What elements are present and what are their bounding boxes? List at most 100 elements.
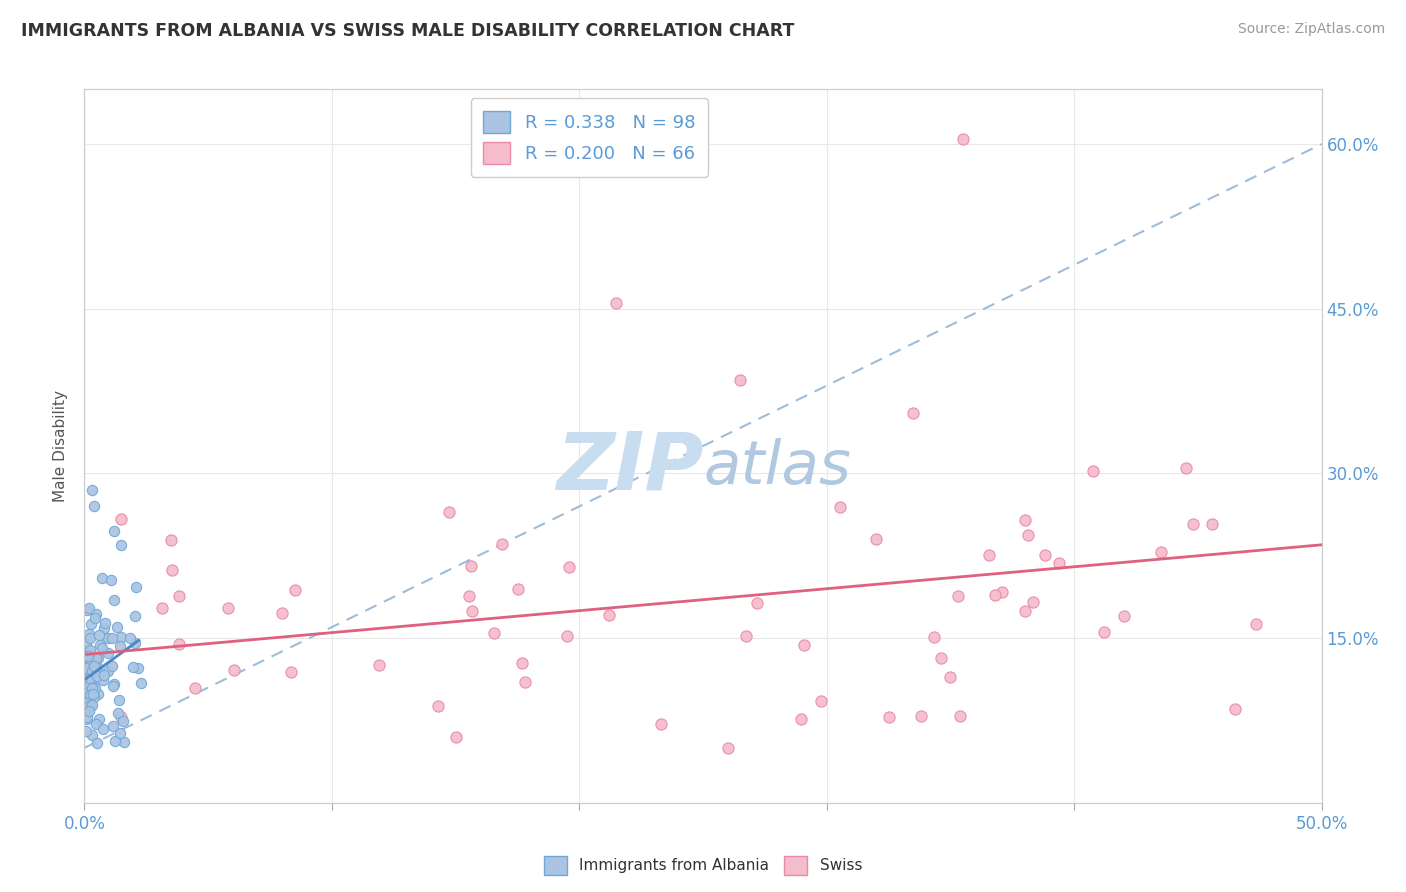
Text: IMMIGRANTS FROM ALBANIA VS SWISS MALE DISABILITY CORRELATION CHART: IMMIGRANTS FROM ALBANIA VS SWISS MALE DI…	[21, 22, 794, 40]
Point	[79, 661, 101, 675]
Legend: Immigrants from Albania, Swiss: Immigrants from Albania, Swiss	[538, 850, 868, 880]
Point	[160, 563, 183, 577]
Point	[111, 714, 134, 728]
Point	[75, 724, 97, 739]
Point	[101, 719, 124, 733]
Point	[650, 716, 672, 731]
Point	[167, 636, 190, 650]
Point	[84, 716, 107, 731]
Point	[86, 660, 108, 674]
Point	[1112, 609, 1135, 624]
Point	[107, 706, 129, 720]
Point	[76, 685, 98, 699]
Point	[79, 631, 101, 645]
Point	[79, 671, 101, 685]
Point	[1022, 595, 1045, 609]
Point	[76, 603, 98, 617]
Point	[100, 574, 122, 588]
Point	[280, 665, 302, 679]
Point	[103, 677, 125, 691]
Point	[491, 537, 513, 551]
Point	[1033, 548, 1056, 562]
Point	[108, 639, 131, 653]
Point	[75, 650, 97, 665]
Point	[82, 687, 104, 701]
Point	[75, 691, 97, 706]
Point	[460, 558, 482, 573]
Point	[903, 406, 925, 420]
Point	[77, 600, 100, 615]
Point	[1014, 513, 1036, 527]
Point	[745, 595, 768, 609]
Point	[93, 667, 115, 681]
Point	[558, 560, 581, 574]
Point	[108, 726, 131, 740]
Point	[124, 608, 146, 623]
Point	[482, 626, 505, 640]
Point	[83, 500, 105, 514]
Point	[461, 604, 484, 618]
Point	[82, 652, 104, 666]
Point	[75, 661, 97, 675]
Point	[101, 679, 124, 693]
Point	[89, 627, 111, 641]
Point	[87, 712, 110, 726]
Point	[1014, 604, 1036, 618]
Point	[977, 548, 1000, 562]
Point	[122, 659, 145, 673]
Point	[991, 584, 1014, 599]
Point	[717, 740, 740, 755]
Point	[184, 681, 207, 695]
Point	[91, 722, 114, 736]
Point	[444, 730, 467, 744]
Point	[80, 698, 103, 713]
Point	[75, 636, 97, 650]
Point	[457, 589, 479, 603]
Point	[76, 710, 98, 724]
Point	[77, 647, 100, 661]
Point	[87, 651, 110, 665]
Point	[1223, 702, 1246, 716]
Point	[1150, 545, 1173, 559]
Point	[83, 690, 105, 704]
Point	[728, 373, 751, 387]
Point	[84, 611, 107, 625]
Point	[93, 621, 115, 635]
Point	[1092, 625, 1115, 640]
Point	[75, 697, 97, 711]
Point	[77, 627, 100, 641]
Point	[929, 651, 952, 665]
Point	[80, 681, 103, 695]
Point	[735, 629, 758, 643]
Point	[810, 694, 832, 708]
Point	[87, 687, 110, 701]
Text: Source: ZipAtlas.com: Source: ZipAtlas.com	[1237, 22, 1385, 37]
Point	[1246, 616, 1268, 631]
Point	[1047, 556, 1070, 570]
Point	[94, 615, 117, 630]
Point	[949, 709, 972, 723]
Point	[110, 538, 132, 552]
Point	[82, 665, 104, 680]
Point	[79, 643, 101, 657]
Point	[103, 593, 125, 607]
Point	[605, 296, 627, 310]
Point	[80, 698, 103, 713]
Point	[110, 512, 132, 526]
Point	[79, 704, 101, 718]
Point	[169, 589, 191, 603]
Y-axis label: Male Disability: Male Disability	[53, 390, 69, 502]
Point	[86, 668, 108, 682]
Point	[1083, 465, 1105, 479]
Point	[217, 601, 239, 615]
Point	[790, 712, 813, 726]
Point	[124, 636, 146, 650]
Point	[105, 620, 128, 634]
Point	[82, 680, 104, 694]
Point	[1174, 461, 1197, 475]
Point	[80, 617, 103, 632]
Point	[952, 131, 974, 145]
Point	[84, 607, 107, 621]
Point	[79, 688, 101, 702]
Point	[222, 663, 245, 677]
